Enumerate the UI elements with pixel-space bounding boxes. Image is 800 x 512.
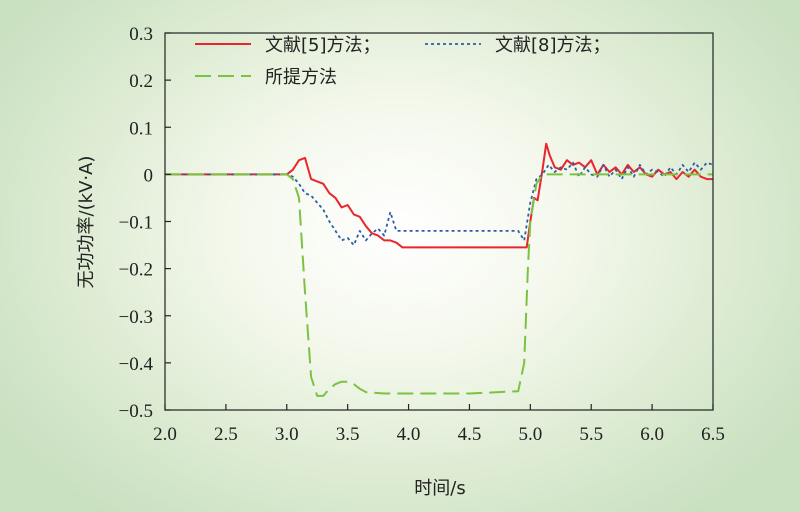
x-tick-label: 3.5 — [336, 424, 360, 445]
y-tick-label: −0.4 — [119, 354, 154, 375]
series-line-1 — [165, 142, 713, 249]
y-axis-title: 无功功率/(kV·A) — [76, 156, 97, 289]
x-tick-label: 5.5 — [579, 424, 603, 445]
legend-label-3: 所提方法 — [265, 67, 337, 88]
y-tick-label: −0.1 — [119, 213, 153, 234]
plot-frame — [164, 32, 714, 411]
x-tick-label: 2.5 — [214, 424, 238, 445]
series-layer — [165, 142, 714, 397]
y-tick-label: 0.2 — [129, 71, 153, 92]
x-tick-label: 6.5 — [701, 424, 725, 445]
x-tick-label: 6.0 — [640, 424, 664, 445]
y-tick-label: 0 — [144, 165, 154, 186]
legend-label-1: 文献[5]方法； — [265, 35, 381, 56]
legend-label-2: 文献[8]方法； — [495, 35, 611, 56]
y-tick-label: 0.1 — [129, 118, 153, 139]
x-tick-label: 4.0 — [397, 424, 421, 445]
x-tick-label: 3.0 — [275, 424, 299, 445]
series-line-3 — [165, 173, 713, 397]
axes-layer: 2.0 2.5 3.0 3.5 4.0 4.5 5.0 5.5 6.0 6.5 0.3 0.2 0.1 0… — [119, 24, 725, 445]
x-tick-label: 4.5 — [458, 424, 482, 445]
y-tick-label: −0.3 — [119, 307, 153, 328]
y-tick-label: −0.2 — [119, 260, 153, 281]
x-tick-label: 2.0 — [153, 424, 177, 445]
series-line-2 — [165, 161, 714, 246]
x-tick-label: 5.0 — [518, 424, 542, 445]
x-axis-title: 时间/s — [414, 478, 465, 499]
y-tick-label: −0.5 — [119, 401, 153, 422]
y-tick-label: 0.3 — [129, 24, 153, 45]
legend: 文献[5]方法； 文献[8]方法； 所提方法 — [195, 35, 611, 88]
